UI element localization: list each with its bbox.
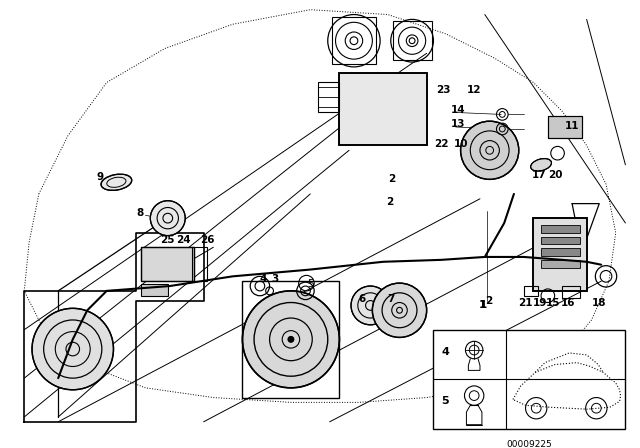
Text: 24: 24	[177, 236, 191, 246]
Text: 11: 11	[564, 121, 579, 131]
Text: 20: 20	[548, 169, 563, 180]
Bar	[533, 218, 587, 291]
Bar	[541, 225, 580, 233]
Bar	[524, 286, 538, 296]
Text: 00009225: 00009225	[506, 440, 552, 448]
Ellipse shape	[531, 159, 552, 171]
Text: 22: 22	[435, 138, 449, 148]
Text: 4: 4	[259, 274, 266, 284]
Text: 10: 10	[454, 138, 468, 148]
Text: 7: 7	[387, 293, 394, 304]
Text: 21: 21	[518, 297, 532, 307]
Bar	[393, 22, 431, 60]
Text: 12: 12	[467, 85, 481, 95]
Text: 26: 26	[200, 236, 214, 246]
Text: 19: 19	[533, 297, 548, 307]
Circle shape	[243, 291, 339, 388]
Bar	[548, 116, 582, 138]
Text: 5: 5	[307, 279, 314, 289]
Text: 25: 25	[160, 236, 175, 246]
Text: 13: 13	[451, 119, 465, 129]
Text: 6: 6	[358, 293, 365, 304]
Circle shape	[372, 283, 427, 337]
Text: 2: 2	[485, 296, 492, 306]
Bar	[339, 73, 427, 146]
Bar	[548, 116, 582, 138]
Circle shape	[461, 121, 519, 179]
Text: 1: 1	[479, 301, 486, 310]
Text: 15: 15	[546, 297, 561, 307]
Bar	[533, 218, 587, 291]
Text: 5: 5	[441, 396, 449, 406]
Text: 8: 8	[136, 208, 143, 218]
Circle shape	[351, 286, 390, 325]
Bar	[433, 330, 625, 429]
Text: 14: 14	[451, 104, 465, 115]
Text: 23: 23	[436, 85, 451, 95]
Text: 4: 4	[441, 347, 449, 357]
Bar	[563, 286, 580, 297]
Circle shape	[288, 336, 294, 342]
Text: 3: 3	[272, 274, 279, 284]
Text: 1: 1	[480, 301, 488, 310]
Ellipse shape	[101, 174, 132, 190]
Bar	[141, 247, 194, 281]
Text: 2: 2	[388, 174, 395, 185]
Bar	[339, 73, 427, 146]
Circle shape	[150, 201, 185, 236]
Bar	[332, 17, 376, 64]
Text: 16: 16	[561, 297, 575, 307]
Text: 2: 2	[386, 197, 394, 207]
Bar	[141, 284, 168, 296]
Bar	[192, 247, 207, 281]
Text: 18: 18	[591, 297, 606, 307]
Text: 17: 17	[531, 169, 546, 180]
Bar	[318, 82, 339, 112]
Bar	[541, 260, 580, 267]
Bar	[141, 247, 194, 281]
Circle shape	[32, 308, 113, 390]
Bar	[243, 281, 339, 397]
Bar	[541, 248, 580, 256]
Bar	[541, 237, 580, 244]
Text: 9: 9	[97, 172, 104, 182]
